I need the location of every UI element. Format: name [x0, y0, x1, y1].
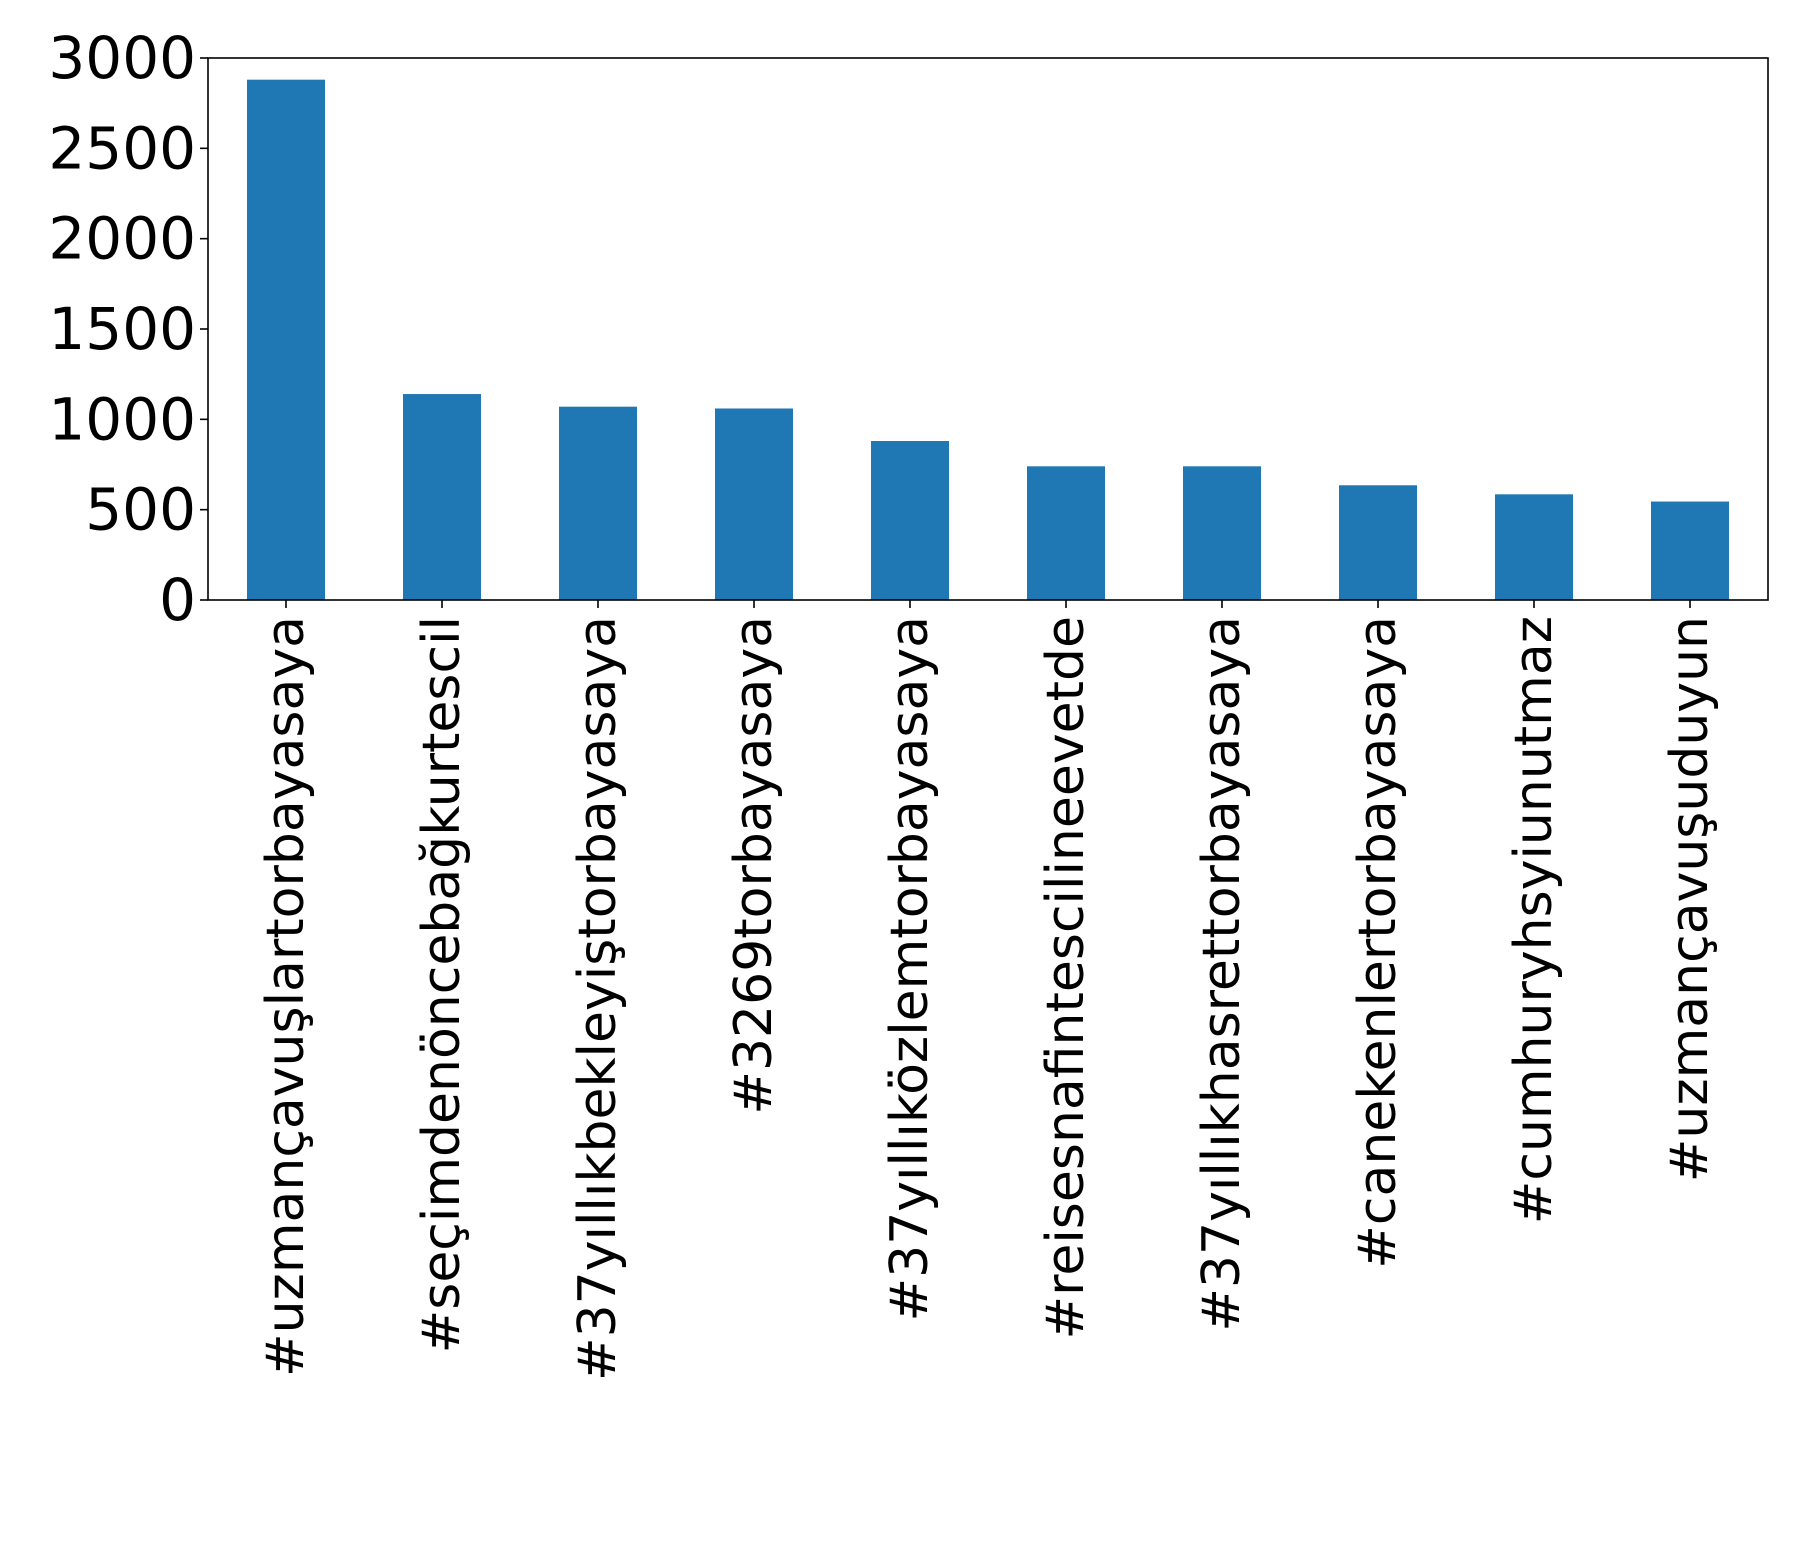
x-tick-label-8: #cumhuryhsyiunutmaz [1504, 616, 1564, 1224]
bar-9 [1651, 501, 1729, 600]
bars-group [247, 79, 1729, 601]
x-tick-label-6: #37yıllıkhasrettorbayasaya [1192, 616, 1252, 1332]
y-axis: 0 500 1000 1500 2000 2500 3000 [48, 24, 208, 634]
bar-8 [1495, 494, 1573, 600]
bar-6 [1183, 466, 1261, 600]
x-tick-label-4: #37yıllıközlemtorbayasaya [880, 616, 940, 1321]
y-tick-label-5: 2500 [48, 114, 196, 182]
x-tick-label-7: #canekenlertorbayasaya [1348, 616, 1408, 1269]
x-tick-label-9: #uzmançavuşuduyun [1660, 616, 1720, 1182]
bar-2 [559, 406, 637, 600]
x-tick-label-3: #3269torbayasaya [724, 616, 784, 1115]
x-tick-label-2: #37yıllıkbekleyiştorbayasaya [568, 616, 628, 1381]
bar-4 [871, 441, 949, 600]
bar-0 [247, 79, 325, 601]
x-tick-label-0: #uzmançavuşlartorbayasaya [256, 616, 316, 1377]
bar-1 [403, 394, 481, 600]
x-axis: #uzmançavuşlartorbayasaya #seçimdenönceba… [256, 600, 1720, 1381]
x-tick-label-1: #seçimdenöncebağkurtescil [412, 616, 472, 1353]
y-tick-label-0: 0 [159, 566, 196, 634]
bar-5 [1027, 466, 1105, 600]
bar-7 [1339, 485, 1417, 600]
bar-3 [715, 408, 793, 600]
y-tick-label-6: 3000 [48, 24, 196, 92]
y-tick-label-1: 500 [85, 476, 196, 544]
y-tick-label-2: 1000 [48, 385, 196, 453]
y-tick-label-4: 2000 [48, 205, 196, 273]
y-tick-label-3: 1500 [48, 295, 196, 363]
x-tick-label-5: #reisesnafintescilineevetde [1036, 616, 1096, 1339]
